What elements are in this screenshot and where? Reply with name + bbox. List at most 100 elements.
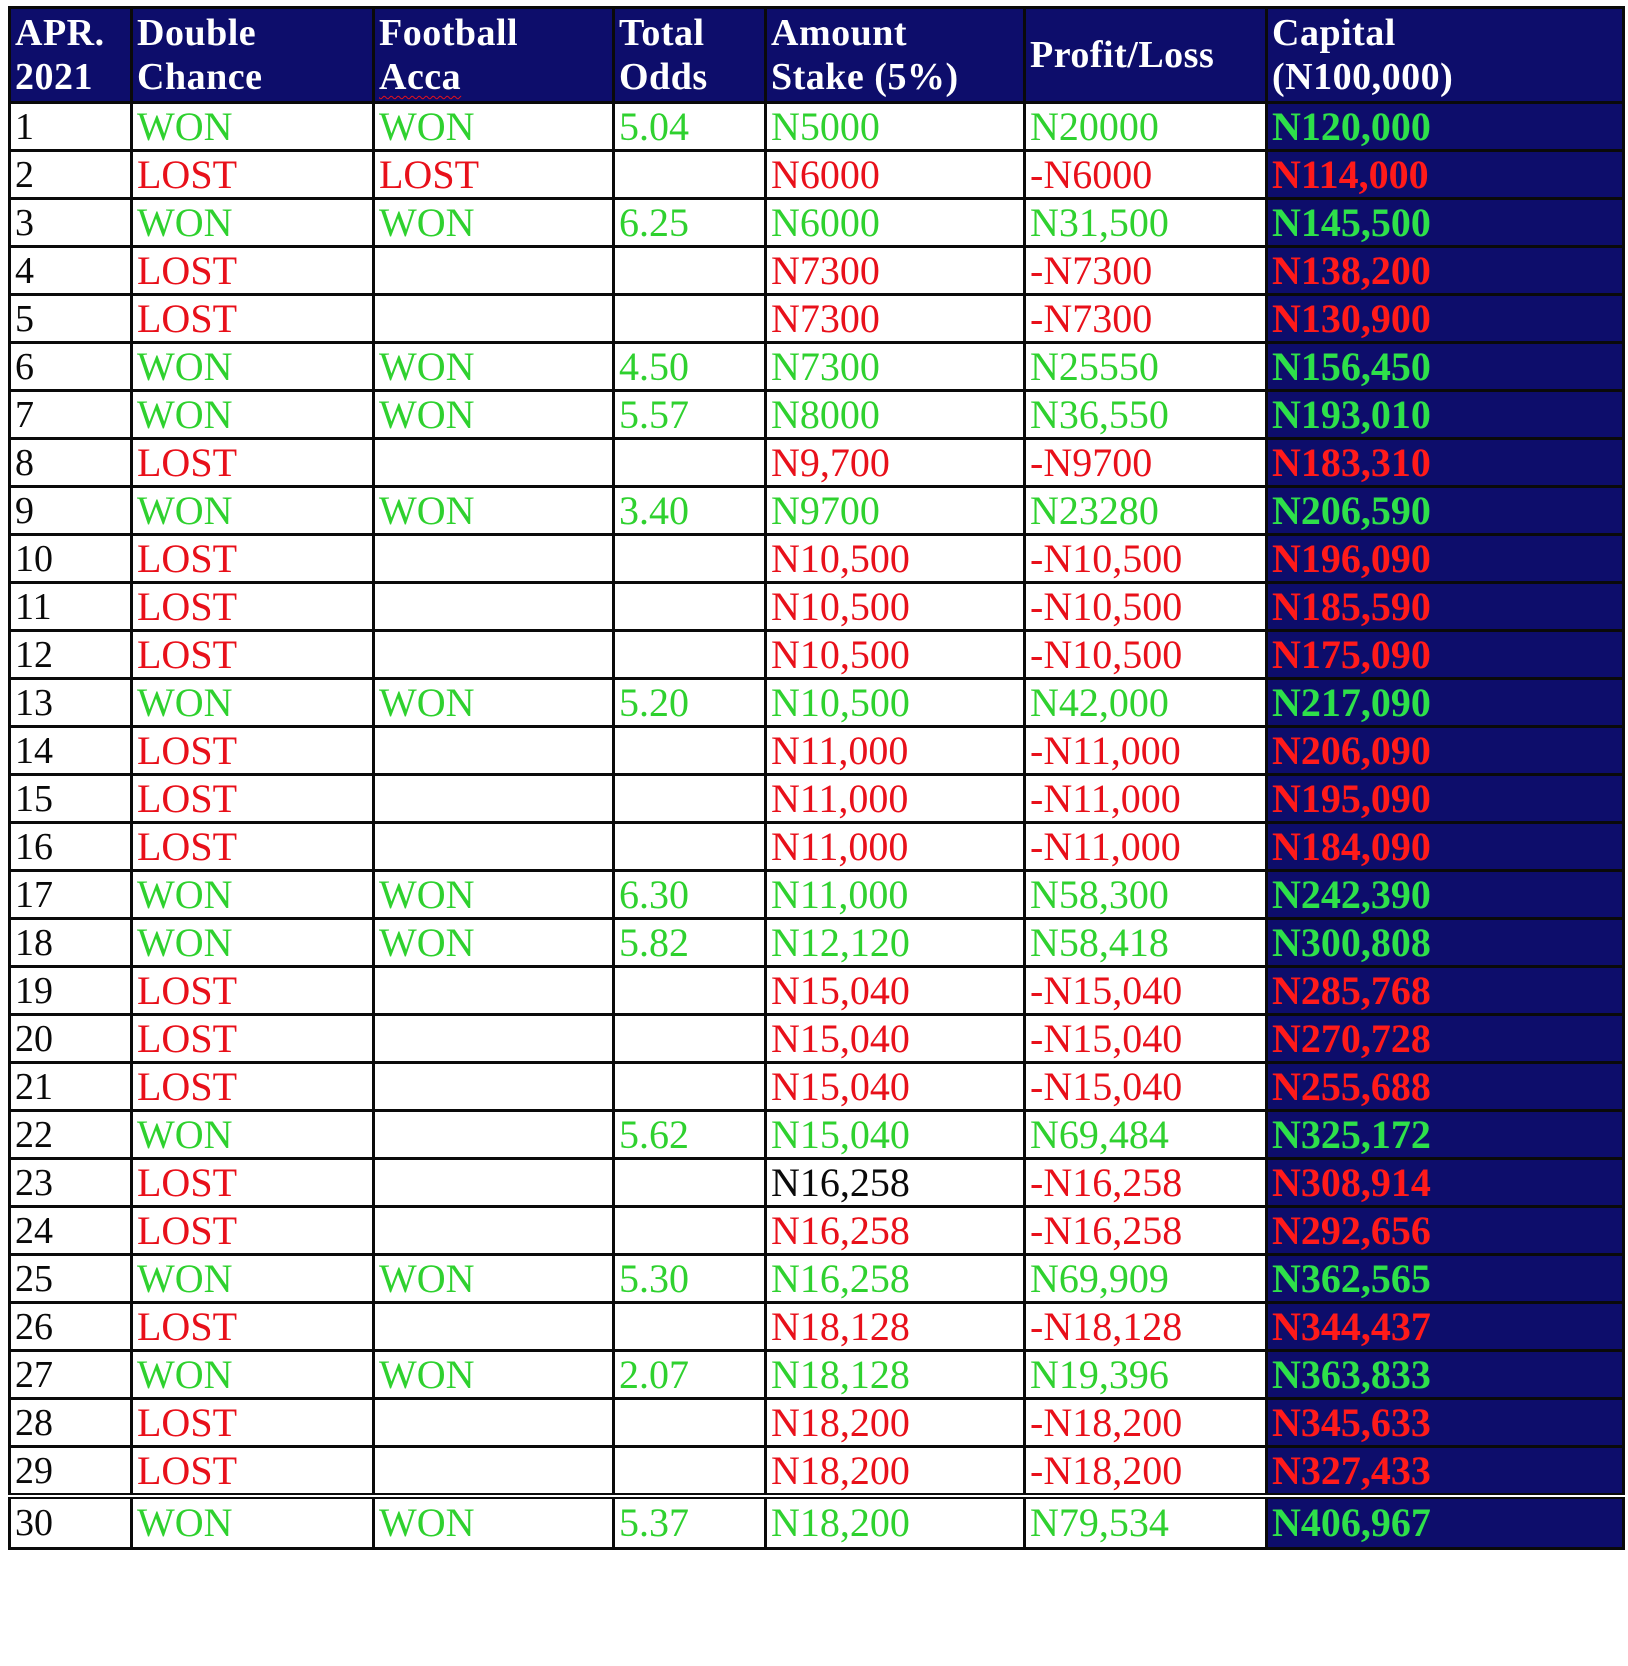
day-cell: 4 bbox=[8, 245, 133, 296]
total-odds-cell bbox=[612, 149, 767, 200]
total-odds-cell bbox=[612, 629, 767, 680]
double-chance-cell: LOST bbox=[130, 245, 375, 296]
day-cell: 8 bbox=[8, 437, 133, 488]
total-odds-cell bbox=[612, 581, 767, 632]
header-total-odds: Total Odds bbox=[612, 6, 767, 104]
football-acca-cell bbox=[372, 293, 615, 344]
amount-stake-cell: N10,500 bbox=[764, 677, 1026, 728]
day-cell: 23 bbox=[8, 1157, 133, 1208]
capital-cell: N156,450 bbox=[1265, 341, 1625, 392]
profit-loss-cell: -N11,000 bbox=[1023, 725, 1268, 776]
double-chance-cell: LOST bbox=[130, 149, 375, 200]
capital-cell: N255,688 bbox=[1265, 1061, 1625, 1112]
amount-stake-cell: N10,500 bbox=[764, 629, 1026, 680]
capital-cell: N120,000 bbox=[1265, 101, 1625, 152]
profit-loss-cell: N25550 bbox=[1023, 341, 1268, 392]
capital-cell: N292,656 bbox=[1265, 1205, 1625, 1256]
header-profit-loss-line1: Profit/Loss bbox=[1030, 34, 1215, 76]
double-chance-cell: WON bbox=[130, 341, 375, 392]
amount-stake-cell: N11,000 bbox=[764, 725, 1026, 776]
profit-loss-cell: N79,534 bbox=[1023, 1493, 1268, 1550]
football-acca-cell: WON bbox=[372, 389, 615, 440]
table-row: 19 LOST N15,040 -N15,040 N285,768 bbox=[8, 965, 1625, 1016]
profit-loss-cell: N58,300 bbox=[1023, 869, 1268, 920]
amount-stake-cell: N7300 bbox=[764, 293, 1026, 344]
double-chance-cell: WON bbox=[130, 1349, 375, 1400]
day-cell: 21 bbox=[8, 1061, 133, 1112]
total-odds-cell: 5.04 bbox=[612, 101, 767, 152]
capital-cell: N193,010 bbox=[1265, 389, 1625, 440]
capital-cell: N175,090 bbox=[1265, 629, 1625, 680]
double-chance-cell: LOST bbox=[130, 1445, 375, 1498]
profit-loss-cell: N20000 bbox=[1023, 101, 1268, 152]
amount-stake-cell: N9700 bbox=[764, 485, 1026, 536]
football-acca-cell: WON bbox=[372, 485, 615, 536]
football-acca-cell: WON bbox=[372, 677, 615, 728]
capital-cell: N362,565 bbox=[1265, 1253, 1625, 1304]
double-chance-cell: LOST bbox=[130, 1157, 375, 1208]
football-acca-cell: WON bbox=[372, 869, 615, 920]
table-row: 9 WON WON 3.40 N9700 N23280 N206,590 bbox=[8, 485, 1625, 536]
capital-cell: N184,090 bbox=[1265, 821, 1625, 872]
table-row: 18 WON WON 5.82 N12,120 N58,418 N300,808 bbox=[8, 917, 1625, 968]
football-acca-cell: WON bbox=[372, 101, 615, 152]
capital-cell: N138,200 bbox=[1265, 245, 1625, 296]
profit-loss-cell: -N16,258 bbox=[1023, 1157, 1268, 1208]
football-acca-cell: WON bbox=[372, 1493, 615, 1550]
profit-loss-cell: -N18,200 bbox=[1023, 1397, 1268, 1448]
double-chance-cell: LOST bbox=[130, 629, 375, 680]
header-amount-stake-line2: Stake (5%) bbox=[771, 56, 959, 98]
header-capital-line2: (N100,000) bbox=[1272, 56, 1454, 98]
amount-stake-cell: N18,128 bbox=[764, 1349, 1026, 1400]
header-total-odds-line2: Odds bbox=[619, 56, 708, 98]
profit-loss-cell: -N10,500 bbox=[1023, 581, 1268, 632]
total-odds-cell: 4.50 bbox=[612, 341, 767, 392]
double-chance-cell: WON bbox=[130, 1109, 375, 1160]
table-row: 6 WON WON 4.50 N7300 N25550 N156,450 bbox=[8, 341, 1625, 392]
amount-stake-cell: N11,000 bbox=[764, 869, 1026, 920]
table-row: 2 LOST LOST N6000 -N6000 N114,000 bbox=[8, 149, 1625, 200]
amount-stake-cell: N6000 bbox=[764, 149, 1026, 200]
profit-loss-cell: -N10,500 bbox=[1023, 533, 1268, 584]
capital-cell: N345,633 bbox=[1265, 1397, 1625, 1448]
day-cell: 15 bbox=[8, 773, 133, 824]
table-row: 26 LOST N18,128 -N18,128 N344,437 bbox=[8, 1301, 1625, 1352]
amount-stake-cell: N18,128 bbox=[764, 1301, 1026, 1352]
total-odds-cell bbox=[612, 1013, 767, 1064]
header-date-line2: 2021 bbox=[15, 56, 93, 98]
table-row: 8 LOST N9,700 -N9700 N183,310 bbox=[8, 437, 1625, 488]
double-chance-cell: LOST bbox=[130, 437, 375, 488]
header-football-acca: Football Acca bbox=[372, 6, 615, 104]
football-acca-cell bbox=[372, 629, 615, 680]
day-cell: 5 bbox=[8, 293, 133, 344]
double-chance-cell: LOST bbox=[130, 1397, 375, 1448]
double-chance-cell: WON bbox=[130, 389, 375, 440]
capital-cell: N145,500 bbox=[1265, 197, 1625, 248]
table-row: 22 WON 5.62 N15,040 N69,484 N325,172 bbox=[8, 1109, 1625, 1160]
capital-cell: N308,914 bbox=[1265, 1157, 1625, 1208]
day-cell: 11 bbox=[8, 581, 133, 632]
amount-stake-cell: N7300 bbox=[764, 245, 1026, 296]
table-row: 17 WON WON 6.30 N11,000 N58,300 N242,390 bbox=[8, 869, 1625, 920]
day-cell: 27 bbox=[8, 1349, 133, 1400]
total-odds-cell bbox=[612, 965, 767, 1016]
header-profit-loss: Profit/Loss bbox=[1023, 6, 1268, 104]
football-acca-cell bbox=[372, 965, 615, 1016]
table-row: 12 LOST N10,500 -N10,500 N175,090 bbox=[8, 629, 1625, 680]
double-chance-cell: WON bbox=[130, 1253, 375, 1304]
amount-stake-cell: N15,040 bbox=[764, 1061, 1026, 1112]
football-acca-cell bbox=[372, 1013, 615, 1064]
amount-stake-cell: N18,200 bbox=[764, 1493, 1026, 1550]
day-cell: 14 bbox=[8, 725, 133, 776]
table-row: 10 LOST N10,500 -N10,500 N196,090 bbox=[8, 533, 1625, 584]
profit-loss-cell: -N18,128 bbox=[1023, 1301, 1268, 1352]
profit-loss-cell: -N9700 bbox=[1023, 437, 1268, 488]
table-row: 11 LOST N10,500 -N10,500 N185,590 bbox=[8, 581, 1625, 632]
day-cell: 13 bbox=[8, 677, 133, 728]
header-football-acca-line2: Acca bbox=[379, 56, 462, 98]
profit-loss-cell: N69,484 bbox=[1023, 1109, 1268, 1160]
total-odds-cell bbox=[612, 245, 767, 296]
table-row: 16 LOST N11,000 -N11,000 N184,090 bbox=[8, 821, 1625, 872]
header-double-chance-line1: Double bbox=[137, 12, 257, 54]
total-odds-cell bbox=[612, 1061, 767, 1112]
